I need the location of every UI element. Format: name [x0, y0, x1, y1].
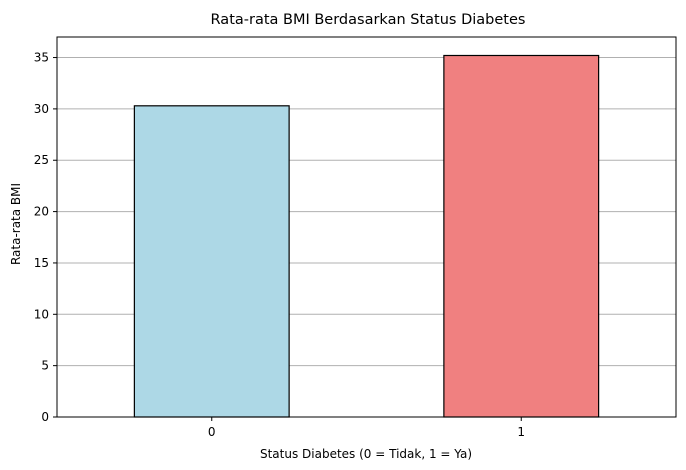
y-axis-label: Rata-rata BMI — [9, 183, 23, 265]
axes — [56, 36, 677, 418]
y-ticks: 0 5 10 15 20 25 30 35 — [34, 51, 57, 424]
chart-title: Rata-rata BMI Berdasarkan Status Diabete… — [211, 12, 526, 28]
y-tick-label: 25 — [34, 153, 49, 167]
plot-frame — [56, 36, 677, 418]
y-tick-label: 5 — [41, 359, 49, 373]
y-tick-label: 35 — [34, 51, 49, 65]
x-axis-label: Status Diabetes (0 = Tidak, 1 = Ya) — [260, 447, 472, 461]
x-tick-label: 1 — [517, 425, 525, 439]
y-tick-label: 0 — [41, 410, 49, 424]
bar-1 — [443, 54, 600, 418]
y-tick-label: 30 — [34, 102, 49, 116]
y-tick-label: 20 — [34, 205, 49, 219]
bars — [133, 54, 600, 418]
x-tick-label: 0 — [208, 425, 216, 439]
bar-0 — [133, 105, 290, 418]
y-tick-label: 15 — [34, 256, 49, 270]
y-tick-label: 10 — [34, 307, 49, 321]
